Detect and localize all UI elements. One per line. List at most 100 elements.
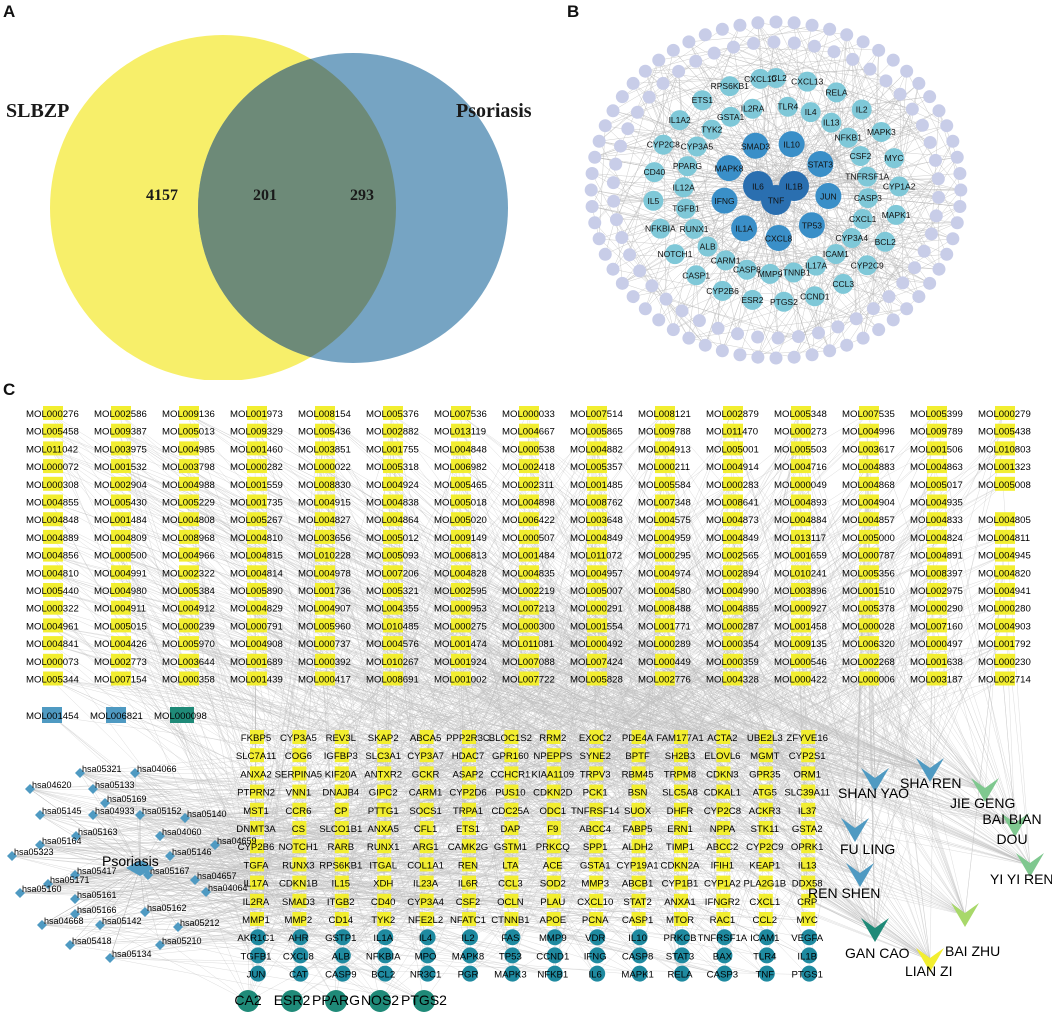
compound-label: MOL004809: [94, 533, 147, 544]
target-label: CDKN3: [706, 769, 739, 780]
ppi-node-outer: [666, 43, 680, 57]
target-node: KIAA1109: [532, 766, 574, 781]
target-node: DNMT3A: [236, 821, 276, 835]
compound-label: MOL004990: [706, 586, 759, 597]
ppi-node-outer: [630, 105, 644, 119]
compound-label: MOL004805: [978, 515, 1031, 526]
target-node-hub: CA2: [234, 990, 262, 1012]
target-node: TRPM8: [664, 766, 696, 781]
compound-node: MOL001323: [978, 459, 1031, 474]
ppi-node: RELA: [825, 82, 848, 103]
target-node: ATG5: [753, 784, 777, 799]
compound-label: MOL004829: [230, 604, 283, 615]
pathway-node: hsa05210: [155, 936, 202, 950]
target-label: IFNGR2: [705, 897, 740, 908]
target-node: ACKR3: [749, 802, 781, 817]
compound-node: MOL005013: [162, 423, 215, 438]
pathway-label: hsa05145: [42, 806, 82, 816]
ppi-edge: [639, 208, 687, 272]
target-node: ORM1: [793, 766, 821, 781]
target-node: HDAC7: [452, 748, 484, 763]
compound-node: MOL005321: [366, 583, 419, 597]
target-node: ARG1: [413, 839, 439, 854]
target-node: REV3L: [326, 730, 357, 744]
target-label: ANXA5: [367, 824, 398, 835]
target-label: PTTG1: [368, 806, 399, 817]
compound-node: MOL003617: [842, 441, 895, 456]
target-node: OPRK1: [791, 839, 824, 854]
ppi-node-label: CYP2C9: [851, 260, 884, 270]
ppi-node-outer: [751, 330, 765, 344]
ppi-node-label: NFKB1: [835, 133, 863, 143]
ppi-edge: [681, 200, 725, 311]
ppi-node-outer: [656, 76, 670, 90]
compound-label: MOL000098: [154, 711, 207, 722]
target-label: VDR: [585, 933, 605, 944]
compound-label: MOL005436: [298, 427, 351, 438]
compound-node: MOL000279: [978, 406, 1031, 420]
target-label: SPP1: [583, 842, 608, 853]
compound-node: MOL004849: [570, 529, 623, 544]
ppi-edge: [605, 125, 821, 165]
target-node: VNN1: [286, 784, 312, 799]
target-node: DHFR: [667, 802, 693, 817]
compound-label: MOL000538: [502, 444, 555, 455]
ppi-node: CXCL13: [791, 71, 824, 92]
target-node: IL2: [461, 929, 478, 946]
compound-node: MOL004809: [94, 529, 147, 544]
target-label: IL23A: [413, 879, 439, 890]
ppi-edge: [599, 96, 930, 142]
compound-node: MOL007535: [842, 406, 895, 420]
compound-node: MOL003656: [298, 529, 351, 544]
ppi-node-label: CYP1A2: [883, 181, 916, 191]
target-label: FABP5: [623, 824, 653, 835]
target-label: ELOVL6: [704, 751, 740, 762]
compound-node: MOL010267: [366, 653, 419, 668]
target-node: BPTF: [625, 748, 650, 763]
target-label: PGR: [458, 970, 479, 981]
target-node: ABCB1: [622, 875, 653, 890]
compound-node: MOL000392: [298, 653, 351, 668]
target-label: VNN1: [286, 788, 312, 799]
ppi-node-label: MAPK1: [882, 210, 911, 220]
compound-node: MOL005384: [162, 583, 215, 597]
compound-label: MOL004957: [570, 568, 623, 579]
compound-node: MOL004978: [298, 565, 351, 580]
pathway-label: hsa05140: [187, 809, 227, 819]
target-label: ACTA2: [707, 733, 737, 744]
target-node: COL1A1: [407, 857, 444, 872]
target-label: OPRK1: [791, 842, 824, 853]
ppi-edge: [861, 109, 900, 187]
target-label: APOE: [539, 915, 566, 926]
compound-node: MOL001458: [774, 618, 827, 633]
compound-node: MOL004355: [366, 600, 419, 615]
compound-node: MOL000006: [842, 671, 895, 686]
ppi-node: MAPK3: [867, 121, 896, 142]
target-label: REN: [458, 860, 478, 871]
compound-label: MOL004575: [638, 515, 691, 526]
ppi-edge: [678, 71, 886, 242]
compound-label: MOL000295: [638, 551, 691, 562]
pathway-label: hsa04657: [197, 871, 237, 881]
compound-node: MOL000322: [26, 600, 79, 615]
ppi-node-outer: [846, 52, 860, 66]
compound-node: MOL007536: [434, 406, 487, 420]
target-label: LTA: [502, 860, 519, 871]
compound-label: MOL005828: [570, 675, 623, 686]
ppi-edge: [757, 272, 794, 358]
target-label: CA2: [234, 992, 261, 1008]
target-node: PLAU: [540, 893, 565, 908]
compound-node: MOL005890: [230, 583, 283, 597]
target-node: CDKN2D: [533, 784, 573, 799]
target-node: RAC1: [710, 912, 735, 926]
compound-label: MOL004841: [26, 639, 79, 650]
compound-node: MOL005465: [434, 476, 487, 491]
compound-label: MOL001924: [434, 657, 487, 668]
compound-node: MOL004996: [842, 423, 895, 438]
ppi-node-outer: [609, 157, 623, 171]
compound-label: MOL007722: [502, 675, 555, 686]
compound-node: MOL002418: [502, 459, 555, 474]
ppi-node: CCL2: [765, 68, 787, 88]
target-label: PTGS1: [791, 970, 822, 981]
compound-node: MOL005344: [26, 671, 79, 686]
